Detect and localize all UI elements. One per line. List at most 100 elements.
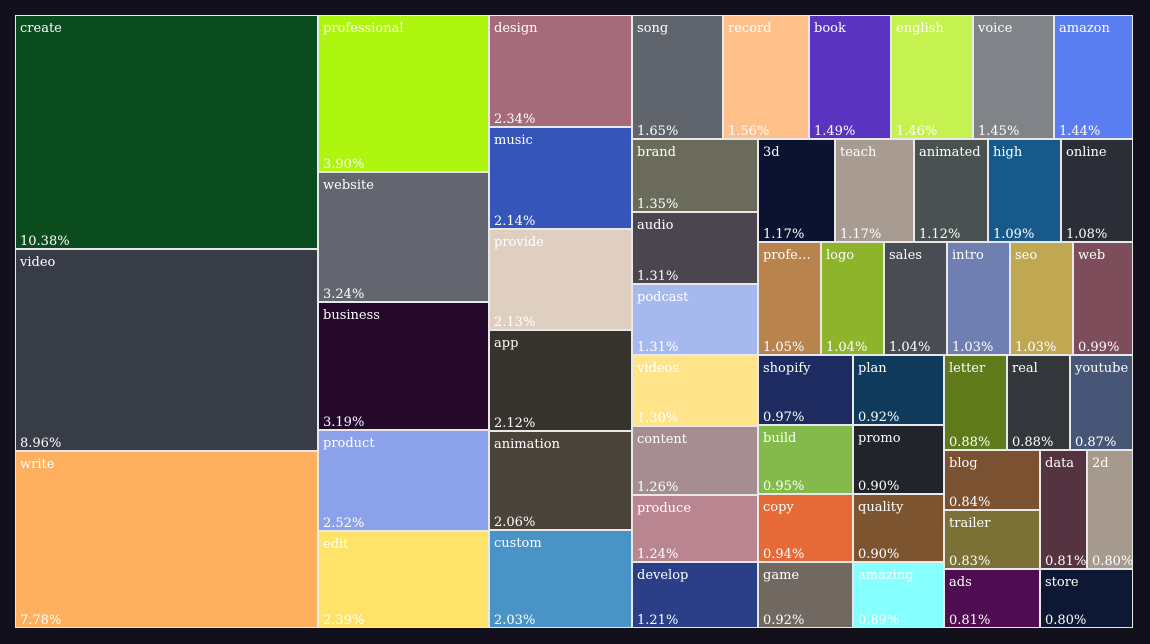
tile-value: 0.84% xyxy=(949,495,991,510)
tile-label: sales xyxy=(889,248,922,263)
tile-value: 1.44% xyxy=(1059,124,1101,139)
tile-value: 10.38% xyxy=(20,234,70,249)
tile-label: videos xyxy=(637,361,680,376)
tile-2d: 2d 0.80% xyxy=(1087,450,1133,569)
tile-produce: produce 1.24% xyxy=(632,495,758,562)
tile-book: book 1.49% xyxy=(809,15,891,139)
tile-value: 1.21% xyxy=(637,613,679,628)
tile-value: 0.80% xyxy=(1092,554,1133,569)
tile-value: 0.88% xyxy=(1012,435,1054,450)
tile-professional: professional 3.90% xyxy=(318,15,489,172)
tile-label: copy xyxy=(763,500,794,515)
tile-value: 0.90% xyxy=(858,547,900,562)
tile-value: 1.17% xyxy=(840,227,882,242)
tile-value: 2.12% xyxy=(494,416,536,431)
tile-value: 0.99% xyxy=(1078,340,1120,355)
tile-value: 1.56% xyxy=(728,124,770,139)
tile-value: 3.24% xyxy=(323,287,365,302)
tile-label: animation xyxy=(494,437,560,452)
tile-label: podcast xyxy=(637,290,689,305)
tile-value: 1.03% xyxy=(1015,340,1057,355)
tile-label: logo xyxy=(826,248,855,263)
tile-label: write xyxy=(20,457,55,472)
tile-value: 1.31% xyxy=(637,269,679,284)
tile-build: build 0.95% xyxy=(758,425,853,494)
tile-voice: voice 1.45% xyxy=(973,15,1054,139)
tile-value: 3.90% xyxy=(323,157,365,172)
tile-value: 0.90% xyxy=(858,479,900,494)
tile-value: 2.14% xyxy=(494,214,536,229)
tile-youtube: youtube 0.87% xyxy=(1070,355,1133,450)
tile-app: app 2.12% xyxy=(489,330,632,431)
tile-plan: plan 0.92% xyxy=(853,355,944,425)
tile-label: web xyxy=(1078,248,1106,263)
tile-intro: intro 1.03% xyxy=(947,242,1010,355)
tile-quality: quality 0.90% xyxy=(853,494,944,562)
tile-label: quality xyxy=(858,500,904,515)
tile-brand: brand 1.35% xyxy=(632,139,758,212)
tile-seo: seo 1.03% xyxy=(1010,242,1073,355)
tile-custom: custom 2.03% xyxy=(489,530,632,628)
tile-label: book xyxy=(814,21,846,36)
tile-label: app xyxy=(494,336,519,351)
tile-store: store 0.80% xyxy=(1040,569,1133,628)
tile-label: voice xyxy=(978,21,1013,36)
tile-label: professionally xyxy=(763,248,817,263)
tile-value: 1.26% xyxy=(637,480,679,495)
tile-label: seo xyxy=(1015,248,1038,263)
tile-value: 0.83% xyxy=(949,554,991,569)
tile-web: web 0.99% xyxy=(1073,242,1133,355)
tile-copy: copy 0.94% xyxy=(758,494,853,562)
tile-label: business xyxy=(323,308,380,323)
tile-provide: provide 2.13% xyxy=(489,229,632,330)
tile-teach: teach 1.17% xyxy=(835,139,914,242)
tile-data: data 0.81% xyxy=(1040,450,1087,569)
tile-label: intro xyxy=(952,248,984,263)
tile-game: game 0.92% xyxy=(758,562,853,628)
tile-content: content 1.26% xyxy=(632,426,758,495)
tile-create: create 10.38% xyxy=(15,15,318,249)
tile-value: 1.65% xyxy=(637,124,679,139)
tile-label: amazing xyxy=(858,568,914,583)
tile-animated: animated 1.12% xyxy=(914,139,988,242)
tile-business: business 3.19% xyxy=(318,302,489,430)
tile-label: brand xyxy=(637,145,676,160)
tile-label: game xyxy=(763,568,800,583)
tile-value: 0.94% xyxy=(763,547,805,562)
tile-label: 2d xyxy=(1092,456,1109,471)
tile-label: design xyxy=(494,21,538,36)
tile-label: video xyxy=(20,255,56,270)
tile-label: content xyxy=(637,432,687,447)
tile-label: data xyxy=(1045,456,1075,471)
tile-value: 1.09% xyxy=(993,227,1035,242)
tile-label: build xyxy=(763,431,797,446)
tile-label: create xyxy=(20,21,62,36)
tile-value: 0.88% xyxy=(949,435,991,450)
tile-label: custom xyxy=(494,536,542,551)
tile-label: animated xyxy=(919,145,981,160)
tile-label: youtube xyxy=(1075,361,1129,376)
tile-logo: logo 1.04% xyxy=(821,242,884,355)
tile-website: website 3.24% xyxy=(318,172,489,302)
tile-develop: develop 1.21% xyxy=(632,562,758,628)
tile-label: letter xyxy=(949,361,986,376)
tile-value: 2.03% xyxy=(494,613,536,628)
tile-label: blog xyxy=(949,456,978,471)
tile-value: 0.87% xyxy=(1075,435,1117,450)
tile-label: record xyxy=(728,21,772,36)
tile-video: video 8.96% xyxy=(15,249,318,451)
tile-3d: 3d 1.17% xyxy=(758,139,835,242)
tile-label: shopify xyxy=(763,361,811,376)
tile-label: store xyxy=(1045,575,1079,590)
tile-trailer: trailer 0.83% xyxy=(944,510,1040,569)
tile-real: real 0.88% xyxy=(1007,355,1070,450)
tile-shopify: shopify 0.97% xyxy=(758,355,853,425)
tile-value: 8.96% xyxy=(20,436,62,451)
tile-animation: animation 2.06% xyxy=(489,431,632,530)
tile-value: 0.89% xyxy=(858,613,900,628)
tile-value: 1.30% xyxy=(637,411,679,426)
tile-ads: ads 0.81% xyxy=(944,569,1040,628)
tile-amazon: amazon 1.44% xyxy=(1054,15,1133,139)
tile-label: product xyxy=(323,436,375,451)
tile-value: 2.52% xyxy=(323,516,365,531)
